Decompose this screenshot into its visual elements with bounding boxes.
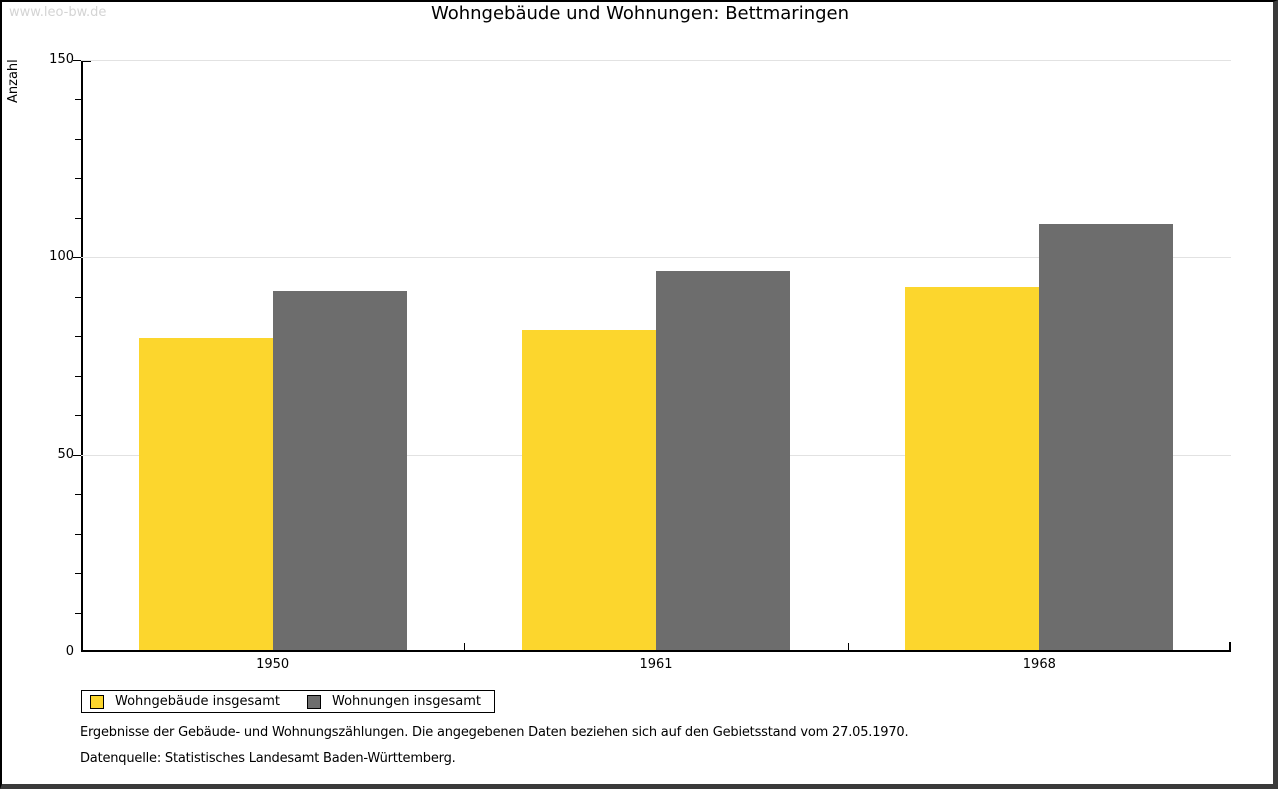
x-axis-category-label: 1950 (256, 657, 290, 672)
bar (138, 338, 273, 650)
y-axis-tick (75, 336, 81, 338)
legend-item: Wohnungen insgesamt (307, 694, 481, 709)
y-axis-tick-label: 0 (65, 644, 74, 659)
gridline (81, 60, 1231, 61)
y-axis-tick (75, 573, 81, 575)
bar (656, 271, 790, 650)
legend-label: Wohnungen insgesamt (332, 694, 481, 709)
y-axis-title: Anzahl (6, 59, 21, 103)
bar (522, 330, 656, 650)
legend: Wohngebäude insgesamt Wohnungen insgesam… (81, 690, 495, 713)
y-axis-tick-label: 100 (49, 249, 74, 265)
x-axis-category-label: 1961 (639, 657, 673, 672)
legend-label: Wohngebäude insgesamt (115, 694, 280, 709)
x-axis-category-label: 1968 (1022, 657, 1056, 672)
y-axis-tick (75, 533, 81, 535)
y-axis-tick (73, 60, 81, 61)
y-axis-tick (73, 454, 81, 456)
x-axis-tick (464, 643, 466, 650)
x-axis-line (81, 650, 1231, 652)
y-axis-tick-label: 150 (49, 52, 74, 67)
y-axis-end-cap (83, 60, 91, 62)
legend-swatch-yellow (90, 694, 104, 709)
bar (272, 290, 407, 650)
y-axis-tick-label: 50 (57, 446, 74, 462)
y-axis-tick (75, 99, 81, 101)
y-axis-line (81, 60, 83, 652)
gridline (81, 257, 1231, 259)
y-axis-tick (75, 178, 81, 180)
watermark: www.leo-bw.de (9, 5, 107, 20)
y-axis-tick (75, 494, 81, 496)
y-axis-tick (75, 138, 81, 140)
footer-source: Datenquelle: Statistisches Landesamt Bad… (80, 751, 456, 766)
y-axis-tick (75, 612, 81, 614)
y-axis-tick (75, 296, 81, 298)
legend-swatch-gray (307, 694, 321, 709)
x-axis-end-cap (1229, 642, 1231, 650)
bar (905, 286, 1040, 650)
plot-area: 1950 1961 1968 (73, 60, 1231, 672)
x-axis-tick (847, 643, 849, 650)
y-axis-tick (75, 375, 81, 377)
chart-title: Wohngebäude und Wohnungen: Bettmaringen (430, 3, 850, 24)
legend-item: Wohngebäude insgesamt (90, 694, 280, 709)
footer-note: Ergebnisse der Gebäude- und Wohnungszähl… (80, 725, 909, 740)
y-axis-tick (75, 415, 81, 417)
y-axis-tick (75, 217, 81, 219)
y-axis-tick (73, 257, 81, 259)
bar (1039, 223, 1174, 650)
